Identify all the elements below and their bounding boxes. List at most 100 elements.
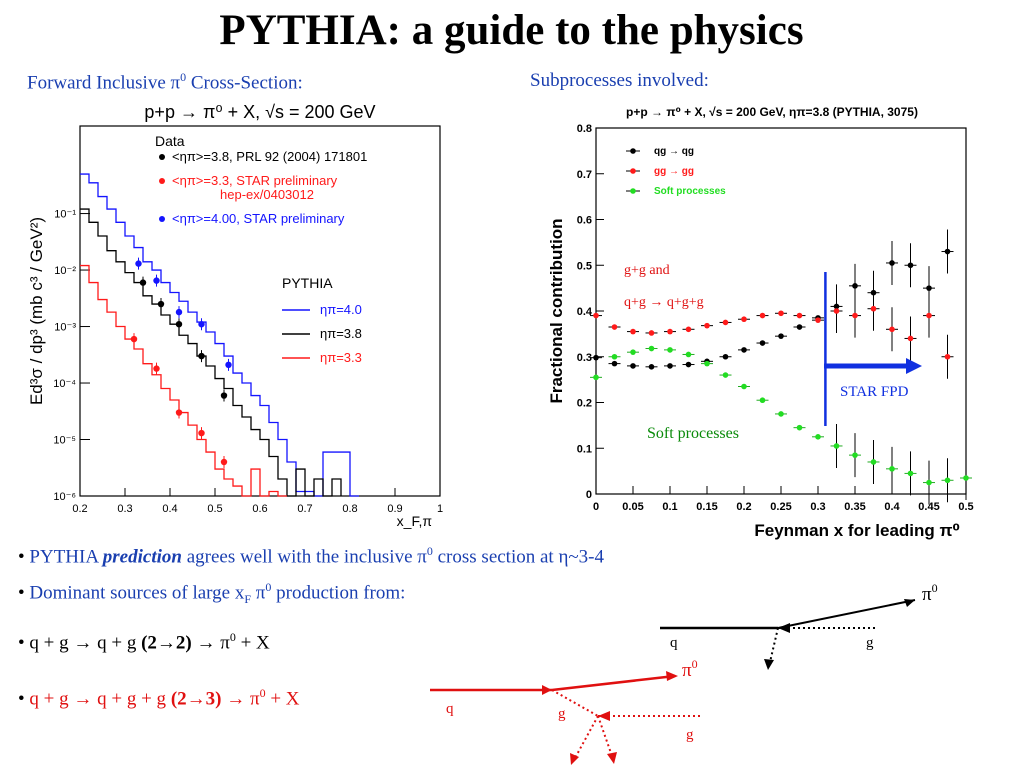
chart1-ytick-label: 10⁻¹ xyxy=(54,209,76,221)
chart2-point-2 xyxy=(759,397,766,404)
soft-annotation: Soft processes xyxy=(647,425,739,442)
bullet-1-post: agrees well with the inclusive π xyxy=(181,546,427,568)
chart1-point xyxy=(153,365,160,372)
star-fpd-arrowhead xyxy=(906,358,922,374)
chart2-ytick-label: 0.3 xyxy=(577,352,592,364)
bullet-4-sup: 0 xyxy=(259,686,266,700)
subprocess-chart: p+p → π⁰ + X, √s = 200 GeV, ηπ=3.8 (PYTH… xyxy=(547,105,974,540)
chart2-point-1 xyxy=(815,317,821,323)
chart2-ytick-label: 0.8 xyxy=(577,123,592,135)
chart2-point-2 xyxy=(889,466,895,472)
chart2-point-2 xyxy=(852,452,858,458)
chart1-pythia-legend-label: ηπ=4.0 xyxy=(320,302,362,317)
chart1-legend-marker xyxy=(159,178,165,184)
d2-vertex-arrow xyxy=(598,711,610,721)
chart2-ylabel: Fractional contribution xyxy=(547,218,566,403)
chart2-point-0 xyxy=(944,248,951,255)
chart1-xtick-label: 0.3 xyxy=(117,503,132,515)
bullet-3: • q + g → q + g (2→2) → π0 + X xyxy=(18,630,270,654)
chart2-point-1 xyxy=(796,312,803,319)
chart1-series xyxy=(80,173,359,497)
chart1-point xyxy=(198,429,205,437)
chart1-ytick-label: 10⁻⁵ xyxy=(53,435,76,447)
chart2-ytick-label: 0.7 xyxy=(577,169,592,181)
chart2-point-2 xyxy=(870,459,877,465)
chart2-point-1 xyxy=(889,326,895,333)
chart2-point-2 xyxy=(963,475,969,481)
chart2-point-0 xyxy=(667,363,673,369)
chart2-legend-label: gg → gg xyxy=(654,166,694,177)
bullet-2-sup: 0 xyxy=(265,580,272,594)
chart2-point-2 xyxy=(685,351,692,358)
d1-g-label: g xyxy=(866,635,874,651)
bullet-2-post: production from: xyxy=(271,582,406,604)
chart2-point-0 xyxy=(852,283,858,289)
chart1-xtick-label: 0.7 xyxy=(297,503,312,515)
bullet-4: • q + g → q + g + g (2→3) → π0 + X xyxy=(18,686,300,710)
d2-g1-label: g xyxy=(558,706,566,722)
chart2-legend-label: Soft processes xyxy=(654,186,726,197)
bullet-2-mid: π xyxy=(251,582,266,604)
chart1-legend-label: <ηπ>=3.8, PRL 92 (2004) 171801 xyxy=(172,149,367,164)
chart2-point-1 xyxy=(704,322,710,329)
chart2-point-1 xyxy=(722,319,729,326)
chart1-point xyxy=(225,361,232,369)
d2-pi-label: π0 xyxy=(682,657,698,681)
chart2-point-0 xyxy=(796,324,803,330)
chart2-point-0 xyxy=(907,262,914,269)
chart2-series xyxy=(590,229,972,505)
chart1-ylabel: Ed³σ / dp³ (mb c³ / GeV²) xyxy=(27,217,46,405)
chart2-xlabel: Feynman x for leading π⁰ xyxy=(754,521,960,540)
d2-q-label: q xyxy=(446,701,454,717)
star-fpd-label: STAR FPD xyxy=(840,384,909,400)
chart1-xlabel: x_F,π xyxy=(397,513,433,529)
chart2-point-1 xyxy=(593,312,599,319)
bullet-1-sup: 0 xyxy=(426,544,433,558)
chart1-xtick-label: 0.6 xyxy=(252,503,267,515)
cross-section-chart: p+p → π⁰ + X, √s = 200 GeV Ed³σ / dp³ (m… xyxy=(27,102,443,529)
chart1-legend-marker xyxy=(159,154,165,160)
chart2-point-2 xyxy=(611,353,618,360)
d2-gluon-out2 xyxy=(597,715,613,757)
chart1-point xyxy=(153,277,160,284)
chart2-legend-label: qg → qg xyxy=(654,146,694,157)
chart1-point xyxy=(175,308,183,316)
d1-gluon-out xyxy=(769,627,779,663)
chart2-legend-marker xyxy=(630,188,636,194)
bullet-3-post2: + X xyxy=(235,632,270,654)
chart2-xtick-label: 0.5 xyxy=(958,501,973,513)
chart2-point-2 xyxy=(667,347,673,353)
chart2-point-2 xyxy=(593,374,599,381)
chart1-pythia-legend-title: PYTHIA xyxy=(282,275,333,291)
chart1-point xyxy=(220,458,228,466)
chart1-point xyxy=(220,392,228,399)
bullet-1: • PYTHIA prediction agrees well with the… xyxy=(18,544,604,568)
chart2-axes: 0 0.05 0.1 0.15 0.2 0.25 0.3 0.35 0.4 0.45 0.5 0 0.1… xyxy=(577,123,974,513)
left-heading-rest: Cross-Section: xyxy=(186,72,303,94)
chart1-legend: <ηπ>=3.8, PRL 92 (2004) 171801 <ηπ>=3.3, … xyxy=(159,149,367,226)
chart2-point-1 xyxy=(870,305,877,312)
chart2-ytick-label: 0 xyxy=(586,489,592,501)
chart2-point-0 xyxy=(889,260,895,266)
chart1-ytick-label: 10⁻² xyxy=(54,265,76,277)
d1-pion-arrowhead xyxy=(904,599,915,607)
chart2-point-2 xyxy=(815,434,821,440)
d2-gluon-out1-arrowhead xyxy=(570,753,579,765)
chart2-point-1 xyxy=(741,316,747,323)
chart1-legend-marker xyxy=(159,216,165,222)
chart1-axes: 0.2 0.3 0.4 0.5 0.6 0.7 0.8 0.9 1 10⁻⁶ 10⁻⁵ 10⁻⁴ 10⁻… xyxy=(53,209,443,515)
d2-pion-line xyxy=(551,674,676,692)
chart2-legend-marker xyxy=(630,148,636,154)
chart2-point-2 xyxy=(926,479,932,486)
chart2-xtick-label: 0.3 xyxy=(810,501,825,513)
chart1-xtick-label: 0.5 xyxy=(207,503,222,515)
chart2-xtick-label: 0.15 xyxy=(696,501,717,513)
chart1-point xyxy=(135,260,142,267)
chart1-legend-title: Data xyxy=(155,133,185,149)
chart2-point-2 xyxy=(944,477,951,484)
chart2-point-0 xyxy=(611,360,618,367)
gg-annotation-line2: q+g → q+g+g xyxy=(624,295,704,310)
left-heading-text: Forward Inclusive π xyxy=(27,72,181,94)
chart2-ytick-label: 0.2 xyxy=(577,398,592,410)
chart2-xtick-label: 0.25 xyxy=(770,501,791,513)
